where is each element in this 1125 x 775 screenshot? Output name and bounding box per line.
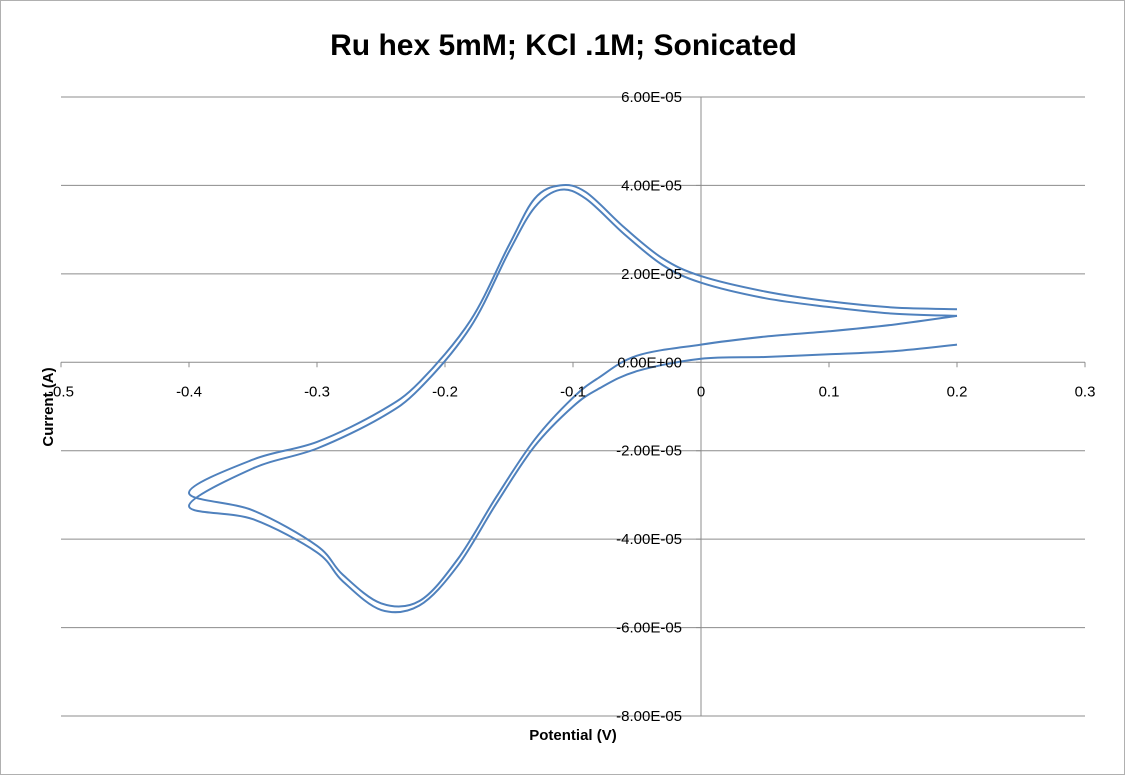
x-tick-label: 0.2 [947,383,968,400]
x-axis-title: Potential (V) [529,727,617,744]
y-tick-label: 2.00E-05 [621,266,682,283]
y-axis-title: Current (A) [40,367,57,446]
cv-series-line-1 [187,188,958,614]
x-tick-label: 0 [697,383,705,400]
cv-series-line-2 [187,183,958,608]
x-tick-label: 0.3 [1075,383,1096,400]
y-tick-label: 0.00E+00 [617,354,682,371]
x-tick-label: 0.1 [819,383,840,400]
axes [60,96,1086,717]
y-tick-label: -6.00E-05 [616,620,682,637]
y-tick-label: -8.00E-05 [616,708,682,725]
x-tick-label: -0.3 [304,383,330,400]
x-tick-label: -0.5 [48,383,74,400]
x-tick-label: -0.2 [432,383,458,400]
y-tick-label: -2.00E-05 [616,443,682,460]
x-tick-label: -0.4 [176,383,202,400]
chart-title: Ru hex 5mM; KCl .1M; Sonicated [330,29,797,62]
series-layer [187,183,958,614]
y-tick-label: 4.00E-05 [621,177,682,194]
y-tick-label: 6.00E-05 [621,89,682,106]
tick-labels: 6.00E-05 4.00E-05 2.00E-05 0.00E+00 -2.00E-0… [48,89,1095,725]
y-tick-label: -4.00E-05 [616,531,682,548]
x-tick-label: -0.1 [560,383,586,400]
